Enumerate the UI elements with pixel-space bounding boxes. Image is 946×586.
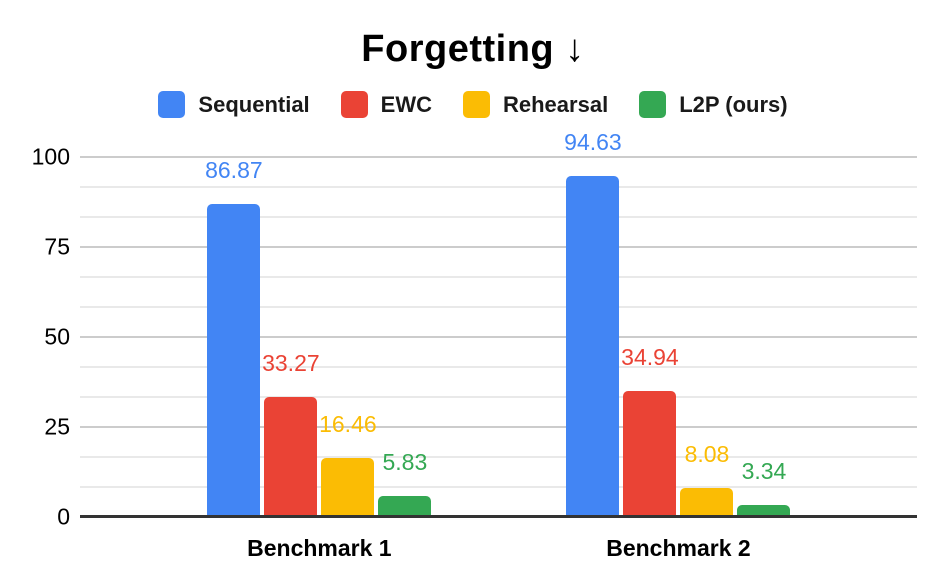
bar-value-label: 86.87 <box>205 157 263 184</box>
legend-item: L2P (ours) <box>639 91 788 118</box>
bar-value-label: 5.83 <box>382 449 428 476</box>
legend-item: Sequential <box>158 91 310 118</box>
gridline-minor <box>80 216 917 218</box>
gridline-minor <box>80 456 917 458</box>
legend-swatch <box>639 91 667 118</box>
axis-baseline <box>80 515 917 518</box>
gridline-minor <box>80 306 917 308</box>
gridline-minor <box>80 486 917 488</box>
legend-label: EWC <box>380 91 432 117</box>
bar-l2p-ours- <box>378 496 432 517</box>
gridline-minor <box>80 366 917 368</box>
legend-label: Sequential <box>198 91 310 117</box>
bar-sequential <box>207 204 261 517</box>
gridline-minor <box>80 396 917 398</box>
bar-value-label: 3.34 <box>741 457 787 484</box>
bar-group <box>207 204 432 517</box>
bar-value-label: 16.46 <box>319 410 377 437</box>
bar-rehearsal <box>680 487 734 517</box>
bar-value-label: 8.08 <box>684 440 730 467</box>
y-axis-label: 75 <box>44 233 70 260</box>
y-axis-label: 50 <box>44 323 70 350</box>
chart-title: Forgetting ↓ <box>361 28 585 70</box>
gridline-major <box>80 426 917 428</box>
y-axis-label: 25 <box>44 413 70 440</box>
gridline-major <box>80 336 917 338</box>
legend: Sequential EWC Rehearsal L2P (ours) <box>0 91 946 118</box>
legend-swatch <box>463 91 490 118</box>
legend-item: Rehearsal <box>463 91 608 118</box>
bar-l2p-ours- <box>737 504 791 517</box>
x-axis-label: Benchmark 2 <box>606 535 751 561</box>
legend-item: EWC <box>340 91 432 118</box>
bar-sequential <box>566 176 620 517</box>
gridline-major <box>80 156 917 159</box>
legend-label: Rehearsal <box>503 91 609 117</box>
y-axis-label: 100 <box>31 143 70 170</box>
bar-value-label: 34.94 <box>621 344 679 371</box>
legend-swatch <box>158 91 186 118</box>
legend-label: L2P (ours) <box>679 91 788 117</box>
bar-group <box>566 176 791 517</box>
legend-swatch <box>340 91 368 118</box>
gridline-minor <box>80 276 917 278</box>
bar-ewc <box>264 397 318 517</box>
bar-ewc <box>623 391 677 517</box>
bar-rehearsal <box>321 457 375 517</box>
bar-value-label: 33.27 <box>262 350 320 377</box>
bar-value-label: 94.63 <box>564 129 622 156</box>
gridline-major <box>80 246 917 248</box>
gridline-minor <box>80 186 917 188</box>
x-axis-label: Benchmark 1 <box>247 535 392 561</box>
y-axis-label: 0 <box>57 503 70 530</box>
plot-area: 86.87 33.27 16.46 5.83 94.63 34.94 8.08 3.34 <box>80 131 917 518</box>
